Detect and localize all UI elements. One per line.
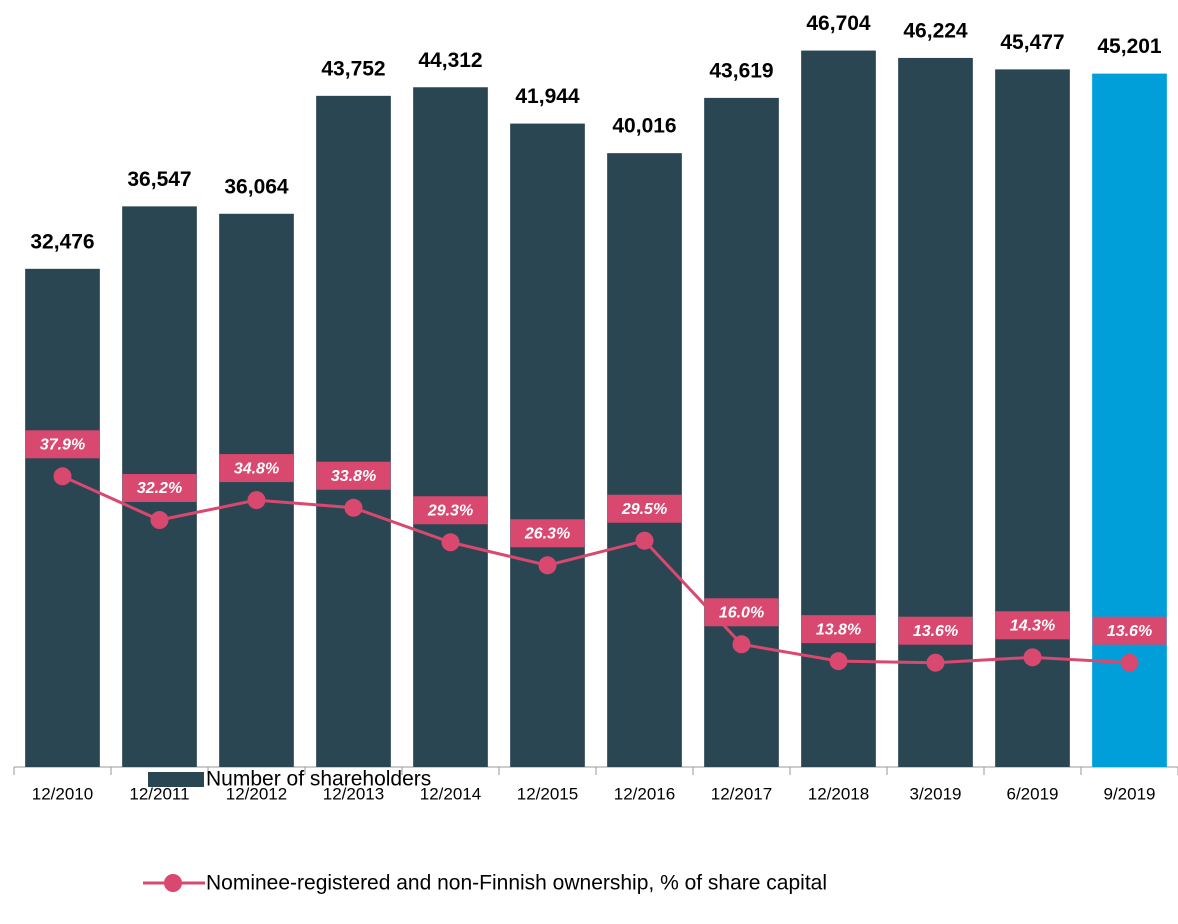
line-value-label: 13.6%	[1092, 616, 1167, 645]
label-box	[25, 430, 100, 459]
line-value-label: 32.2%	[122, 474, 197, 503]
line-marker	[829, 652, 848, 671]
x-tick-label: 12/2011	[129, 784, 189, 803]
label-box	[995, 611, 1070, 640]
bar	[704, 97, 779, 768]
x-tick-label: 12/2012	[226, 784, 287, 803]
bar-value-label: 46,224	[903, 19, 968, 42]
line-value-text: 29.3%	[427, 502, 473, 519]
line-value-label: 34.8%	[219, 454, 294, 483]
line-marker	[344, 498, 363, 517]
x-tick-label: 12/2016	[614, 784, 675, 803]
line-value-text: 37.9%	[40, 437, 85, 454]
legend-swatch-marker	[164, 874, 182, 892]
label-box	[704, 598, 779, 627]
bar-value-label: 43,752	[321, 57, 385, 80]
bar-value-label: 32,476	[30, 230, 94, 253]
bar	[1092, 73, 1167, 768]
line-value-text: 33.8%	[331, 468, 376, 485]
bar-value-label: 43,619	[709, 59, 773, 82]
bar	[219, 213, 294, 767]
line-marker	[53, 467, 72, 486]
bar-value-label: 45,201	[1097, 35, 1162, 58]
line-marker	[635, 531, 654, 550]
label-box	[122, 474, 197, 503]
line-marker	[1023, 648, 1042, 667]
line-value-label: 14.3%	[995, 611, 1070, 640]
bar-value-label: 36,064	[224, 175, 289, 198]
line-marker	[1120, 653, 1139, 672]
line-marker	[247, 491, 266, 510]
bar-value-label: 41,944	[515, 85, 580, 108]
x-tick-label: 3/2019	[910, 784, 962, 803]
line-value-label: 37.9%	[25, 430, 100, 459]
x-tick-label: 12/2010	[32, 784, 93, 803]
legend-label: Number of shareholders	[206, 768, 431, 791]
line-value-label: 26.3%	[510, 519, 585, 548]
x-tick-label: 6/2019	[1007, 784, 1059, 803]
line-value-text: 13.6%	[1107, 623, 1152, 640]
bar	[898, 57, 973, 768]
line-value-text: 29.5%	[621, 501, 667, 518]
line-value-label: 29.3%	[413, 496, 488, 525]
label-box	[801, 615, 876, 644]
bar-value-label: 44,312	[418, 49, 482, 72]
label-box	[413, 496, 488, 525]
x-tick-label: 12/2018	[808, 784, 869, 803]
label-box	[1092, 616, 1167, 645]
line-value-text: 13.8%	[816, 621, 861, 638]
line-marker	[732, 635, 751, 654]
line-value-label: 29.5%	[607, 494, 682, 523]
bar	[316, 95, 391, 768]
x-tick-label: 12/2014	[420, 784, 481, 803]
line-marker	[150, 511, 169, 530]
line-value-label: 13.6%	[898, 616, 973, 645]
label-box	[316, 461, 391, 490]
legend-swatch	[148, 772, 204, 787]
label-box	[219, 454, 294, 483]
line-value-label: 33.8%	[316, 461, 391, 490]
label-box	[510, 519, 585, 548]
x-tick-label: 12/2017	[711, 784, 772, 803]
line-value-text: 13.6%	[913, 623, 958, 640]
legend-label: Nominee-registered and non-Finnish owner…	[206, 872, 827, 895]
line-value-text: 26.3%	[524, 525, 570, 542]
line	[61, 474, 1130, 665]
label-box	[607, 494, 682, 523]
line-value-text: 14.3%	[1010, 618, 1055, 635]
line-value-label: 13.8%	[801, 615, 876, 644]
bar-value-label: 40,016	[612, 115, 676, 138]
line-value-text: 32.2%	[137, 480, 182, 497]
line-value-label: 16.0%	[704, 598, 779, 627]
bar-value-label: 36,547	[127, 168, 191, 191]
x-tick-label: 12/2015	[517, 784, 578, 803]
x-tick-label: 9/2019	[1104, 784, 1156, 803]
bar-value-label: 46,704	[806, 12, 871, 35]
line-marker	[538, 556, 557, 575]
bar	[607, 153, 682, 768]
label-box	[898, 616, 973, 645]
line-marker	[441, 533, 460, 552]
line-value-text: 16.0%	[719, 604, 764, 621]
line-value-text: 34.8%	[234, 460, 279, 477]
bar	[25, 268, 100, 767]
x-tick-label: 12/2013	[323, 784, 384, 803]
bar	[413, 87, 488, 768]
bar-value-label: 45,477	[1000, 31, 1064, 54]
bar	[510, 123, 585, 767]
bar	[801, 50, 876, 767]
line-marker	[926, 653, 945, 672]
